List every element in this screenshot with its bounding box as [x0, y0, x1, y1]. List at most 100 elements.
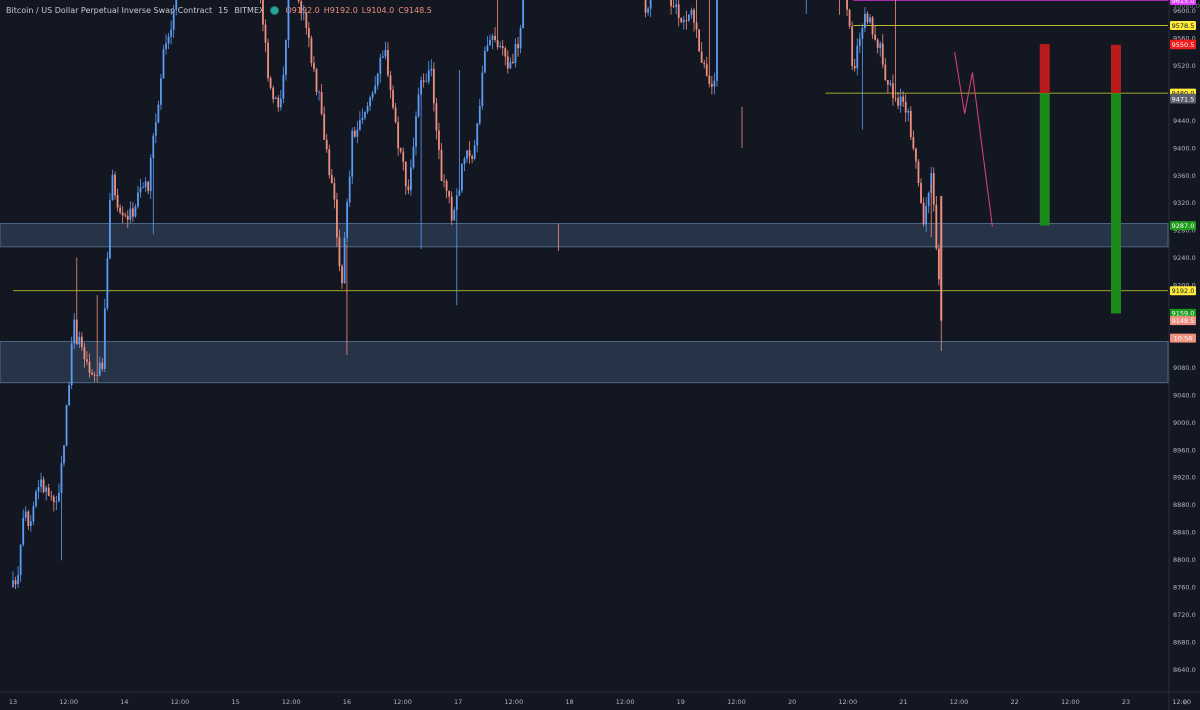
candle-body	[126, 215, 129, 220]
candle-body	[83, 347, 86, 360]
candle-body	[506, 56, 509, 69]
interval-label[interactable]: 15	[218, 5, 229, 15]
candle-body	[14, 580, 17, 585]
candle-body	[892, 83, 894, 98]
price-tick-label: 9360.0	[1173, 172, 1196, 180]
candle-body	[909, 110, 912, 138]
level-price-tag-bg	[1170, 286, 1196, 296]
candle-body	[458, 190, 461, 196]
candle-body	[27, 511, 30, 526]
candle-body	[435, 103, 438, 131]
time-tick-label: 20	[788, 698, 796, 706]
candle-body	[325, 139, 328, 150]
candle-body	[374, 85, 377, 93]
candle-body	[111, 174, 114, 201]
level-price-tag: 9578.5	[1172, 22, 1195, 30]
candle-body	[269, 78, 272, 88]
candle-body	[376, 73, 379, 86]
candle-body	[886, 80, 889, 85]
candle-body	[430, 68, 433, 71]
time-tick-label: 12:00	[282, 698, 301, 706]
candle-body	[341, 266, 343, 284]
candle-body	[272, 87, 275, 100]
candle-body	[680, 17, 683, 23]
candle-body	[466, 150, 468, 159]
candle-body	[698, 29, 701, 52]
candle-body	[351, 130, 354, 177]
candle-body	[432, 68, 435, 104]
candle-body	[154, 122, 157, 136]
candle-body	[917, 161, 920, 183]
candle-body	[690, 9, 693, 15]
candle-body	[846, 0, 848, 10]
price-tick-label: 8960.0	[1173, 446, 1196, 454]
candle-body	[320, 91, 323, 114]
price-tick-label: 9520.0	[1173, 62, 1196, 70]
candle-body	[700, 51, 703, 63]
price-tick-label: 8880.0	[1173, 501, 1196, 509]
candle-body	[902, 96, 905, 102]
price-tick-label: 10080.0	[1173, 2, 1200, 10]
candle-body	[119, 207, 122, 213]
level-price-tag-bg	[1170, 21, 1196, 31]
price-tick-label: 8720.0	[1173, 611, 1196, 619]
candle-body	[328, 149, 331, 176]
symbol-title[interactable]: Bitcoin / US Dollar Perpetual Inverse Sw…	[6, 5, 213, 15]
candle-body	[80, 336, 83, 348]
price-tick-label: 8640.0	[1173, 666, 1196, 674]
ohlc-close: C9148.5	[398, 5, 432, 15]
price-tick-label: 9440.0	[1173, 117, 1196, 125]
candle-body	[264, 24, 267, 43]
candle-body	[32, 506, 35, 522]
candle-body	[109, 200, 111, 259]
candle-body	[399, 148, 402, 152]
candle-body	[137, 192, 139, 207]
candle-body	[131, 208, 134, 217]
price-tick-label: 8840.0	[1173, 529, 1196, 537]
price-tick-label: 9320.0	[1173, 199, 1196, 207]
candle-body	[134, 206, 137, 217]
candle-body	[438, 130, 440, 150]
candle-body	[358, 120, 361, 130]
price-axis[interactable]: 8640.0 8680.0 8720.0 8760.0 8800.0 8840.0 8880…	[1168, 0, 1200, 710]
candle-body	[450, 196, 453, 221]
candle-body	[277, 97, 280, 108]
price-tick-label: 9400.0	[1173, 144, 1196, 152]
time-tick-label: 12:00	[1061, 698, 1080, 706]
time-tick-label: 21	[899, 698, 907, 706]
candle-body	[297, 0, 300, 2]
time-tick-label: 12:00	[504, 698, 523, 706]
time-axis[interactable]: 13 12:00 14 12:00 15 12:00 16 12:00 17 12:00 18 12:…	[0, 691, 1200, 707]
candle-body	[710, 83, 713, 87]
candle-body	[287, 0, 290, 41]
level-price-tag: 9192.0	[1172, 287, 1195, 295]
candle-body	[353, 130, 356, 137]
candle-body	[889, 83, 892, 85]
candle-body	[483, 50, 486, 73]
time-tick-label: 16	[343, 698, 351, 706]
time-tick-label: 22	[1011, 698, 1019, 706]
candle-body	[879, 43, 882, 48]
candle-body	[409, 167, 412, 191]
candle-body	[129, 208, 132, 220]
stop-loss-zone	[1039, 44, 1050, 94]
exchange-label: BITMEX	[234, 5, 265, 15]
price-tick-label: 9560.0	[1173, 35, 1196, 43]
price-tags: 9785.59712.09615.09578.59480.09192.09551…	[1170, 0, 1196, 343]
candle-body	[17, 575, 20, 585]
candle-body	[848, 9, 851, 27]
candle-body	[397, 122, 400, 149]
candle-body	[713, 80, 716, 87]
candle-body	[501, 46, 504, 49]
candle-body	[315, 69, 318, 92]
settings-icon[interactable]: ☼	[1182, 699, 1188, 707]
candle-body	[91, 372, 93, 375]
time-tick-label: 12:00	[59, 698, 78, 706]
candle-body	[93, 374, 96, 376]
candle-body	[142, 187, 144, 189]
candle-body	[106, 258, 109, 309]
candle-body	[869, 17, 871, 23]
candle-body	[336, 199, 338, 238]
candle-body	[672, 6, 675, 8]
